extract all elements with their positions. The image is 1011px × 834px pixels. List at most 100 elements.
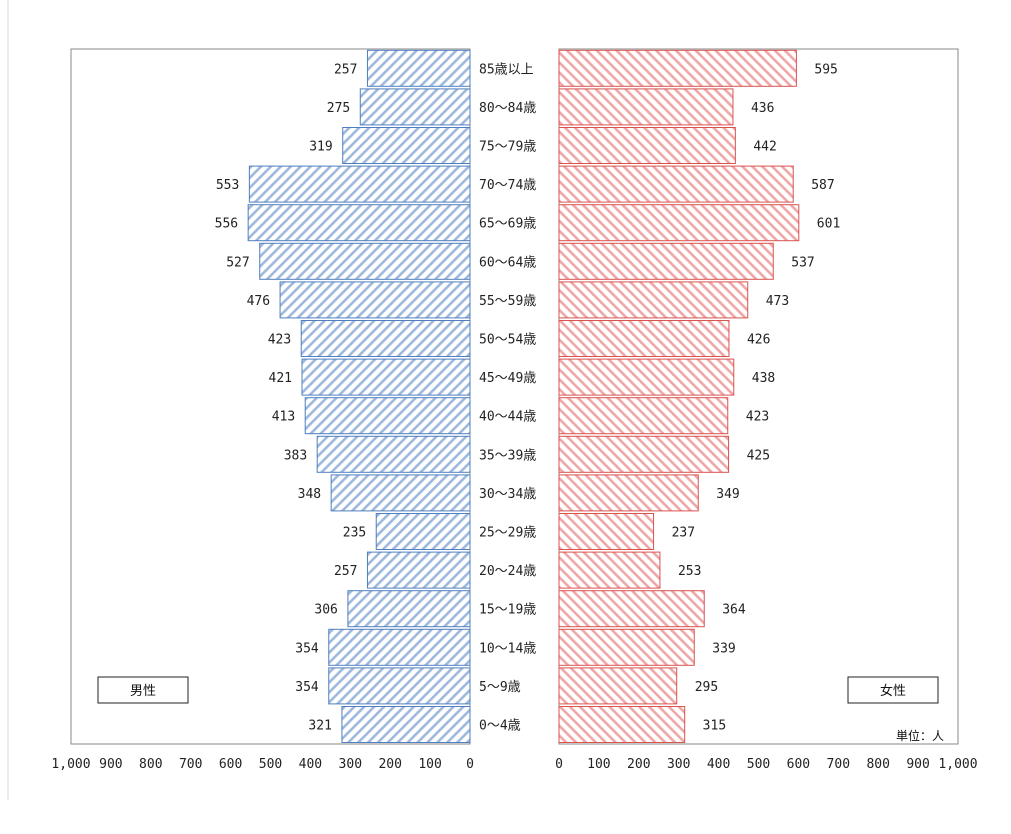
female-value-label: 425: [747, 448, 770, 463]
male-bar: [301, 358, 471, 396]
male-bar: [341, 706, 471, 743]
male-bar: [247, 204, 471, 242]
male-bar: [248, 165, 471, 203]
female-bar: [558, 165, 794, 203]
female-bar: [558, 320, 730, 357]
female-value-label: 595: [814, 62, 837, 77]
female-bar: [558, 474, 699, 512]
male-bar: [279, 281, 471, 319]
female-value-label: 237: [672, 526, 695, 541]
female-axis-tick-label: 0: [555, 757, 563, 772]
male-value-label: 257: [334, 62, 357, 77]
female-bar: [558, 127, 736, 164]
age-category-label: 40～44歳: [479, 410, 536, 425]
female-bar: [558, 590, 705, 628]
male-value-label: 275: [327, 101, 350, 116]
male-axis-tick-label: 800: [139, 757, 162, 772]
female-bar: [558, 706, 686, 743]
female-value-label: 349: [716, 487, 739, 502]
age-category-label: 30～34歳: [479, 487, 536, 502]
female-axis-ticks: 0 100 200 300 400 500 600 700 800 900 1,000: [555, 757, 977, 772]
female-bar: [558, 628, 695, 666]
male-axis-ticks: 1,000 900 800 700 600 500 400 300 200 100 0: [51, 757, 473, 772]
male-value-labels: 257 275 319 553 556 527 476 423 421 413 383 348 235 2…: [215, 62, 367, 733]
male-legend-box: [97, 676, 189, 704]
age-category-label: 75～79歳: [479, 140, 536, 155]
age-category-label: 0～4歳: [479, 719, 521, 734]
male-bar: [330, 474, 471, 512]
female-plot-frame: [558, 48, 959, 745]
female-axis-tick-label: 200: [627, 757, 650, 772]
female-axis-tick-label: 600: [787, 757, 810, 772]
female-value-labels: 595 436 442 587 601 537 473 426 438 423 425 349 237 2…: [672, 62, 841, 733]
male-value-label: 306: [314, 603, 337, 618]
age-category-label: 80～84歳: [479, 101, 536, 116]
male-bar: [328, 667, 471, 705]
female-axis-tick-label: 800: [866, 757, 889, 772]
female-value-label: 537: [791, 255, 814, 270]
age-category-label: 50～54歳: [479, 333, 536, 348]
male-legend-label: 男性: [130, 684, 156, 699]
female-value-label: 442: [753, 140, 776, 155]
male-bar: [366, 551, 471, 589]
male-bar: [259, 242, 471, 280]
female-axis-tick-label: 700: [827, 757, 850, 772]
age-category-label: 10～14歳: [479, 641, 536, 656]
female-value-label: 315: [703, 719, 726, 734]
female-axis-tick-label: 100: [587, 757, 610, 772]
male-value-label: 354: [295, 641, 319, 656]
male-bar: [316, 435, 471, 473]
female-bar: [558, 397, 729, 435]
female-legend-label: 女性: [880, 683, 906, 699]
age-category-label: 55～59歳: [479, 294, 536, 309]
female-bars: [558, 49, 800, 743]
female-value-label: 438: [752, 371, 775, 386]
female-value-label: 436: [751, 101, 774, 116]
age-category-label: 35～39歳: [479, 448, 536, 463]
female-legend-box: [847, 676, 939, 704]
female-axis-tick-label: 900: [906, 757, 929, 772]
unit-label: 単位：人: [896, 728, 944, 743]
male-bar: [366, 49, 471, 87]
female-value-label: 601: [817, 217, 840, 232]
male-value-label: 319: [309, 140, 332, 155]
male-axis-tick-label: 1,000: [51, 757, 90, 772]
male-axis-tick-label: 200: [378, 757, 401, 772]
male-axis-tick-label: 500: [259, 757, 282, 772]
male-value-label: 257: [334, 564, 357, 579]
male-axis-tick-label: 600: [219, 757, 242, 772]
male-legend: 男性: [97, 676, 189, 704]
female-bar: [558, 88, 734, 126]
female-bar: [558, 242, 774, 280]
male-axis-tick-label: 700: [179, 757, 202, 772]
male-value-label: 354: [295, 680, 319, 695]
male-axis-tick-label: 400: [299, 757, 322, 772]
female-legend: 女性: [847, 676, 939, 704]
female-value-label: 423: [746, 410, 769, 425]
male-axis-tick-label: 0: [466, 757, 474, 772]
age-category-label: 25～29歳: [479, 526, 536, 541]
male-plot-frame: [70, 48, 471, 745]
female-value-label: 587: [811, 178, 834, 193]
female-bar: [558, 281, 749, 319]
male-value-label: 423: [268, 333, 291, 348]
male-value-label: 383: [284, 448, 307, 463]
female-value-label: 364: [722, 603, 746, 618]
male-bar: [375, 513, 471, 550]
male-value-label: 321: [308, 719, 331, 734]
male-bar: [304, 397, 471, 435]
female-value-label: 253: [678, 564, 701, 579]
male-value-label: 553: [216, 178, 239, 193]
male-bar: [359, 88, 471, 126]
female-axis-tick-label: 500: [747, 757, 770, 772]
male-bar: [342, 127, 471, 164]
male-value-label: 348: [298, 487, 321, 502]
female-bar: [558, 667, 678, 705]
age-category-label: 60～64歳: [479, 255, 536, 270]
male-value-label: 556: [215, 217, 238, 232]
female-bar: [558, 358, 735, 396]
age-category-label: 45～49歳: [479, 371, 536, 386]
female-bar: [558, 204, 800, 242]
female-axis-tick-label: 400: [707, 757, 730, 772]
